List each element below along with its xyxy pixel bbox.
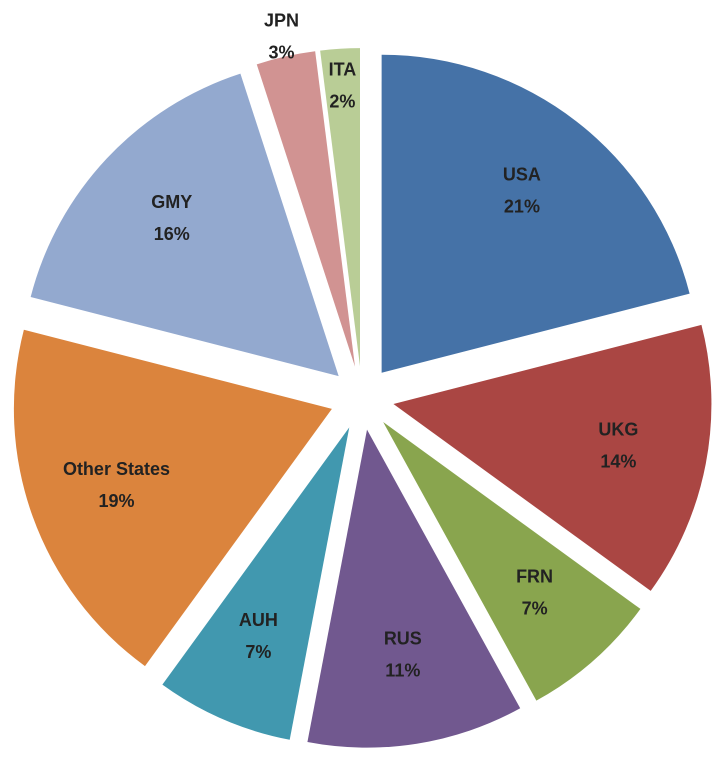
slice-label: USA bbox=[503, 165, 541, 185]
pie-slice bbox=[13, 329, 332, 667]
pie-slice bbox=[30, 73, 339, 377]
slice-label: UKG bbox=[598, 420, 638, 440]
slice-label: JPN bbox=[264, 11, 299, 31]
pie-slice bbox=[256, 51, 356, 367]
slice-label: Other States bbox=[63, 459, 170, 479]
slice-value-label: 16% bbox=[154, 224, 190, 244]
slice-label: GMY bbox=[151, 192, 192, 212]
slice-value-label: 7% bbox=[245, 642, 271, 662]
slice-value-label: 21% bbox=[504, 197, 540, 217]
slice-label: AUH bbox=[239, 610, 278, 630]
slice-label: ITA bbox=[329, 60, 357, 80]
pie-slice bbox=[162, 427, 350, 740]
pie-slice bbox=[381, 54, 690, 373]
slice-label: FRN bbox=[516, 566, 553, 586]
slice-value-label: 3% bbox=[268, 43, 294, 63]
pie-slice bbox=[393, 324, 712, 591]
slice-value-label: 2% bbox=[329, 92, 355, 112]
pie-slice bbox=[383, 422, 641, 701]
pie-slice bbox=[307, 429, 521, 748]
slice-label: RUS bbox=[384, 628, 422, 648]
slice-value-label: 11% bbox=[385, 660, 420, 680]
slice-value-label: 14% bbox=[600, 452, 636, 472]
pie-slice bbox=[320, 48, 360, 367]
slice-value-label: 7% bbox=[522, 598, 548, 618]
slice-value-label: 19% bbox=[98, 491, 134, 511]
